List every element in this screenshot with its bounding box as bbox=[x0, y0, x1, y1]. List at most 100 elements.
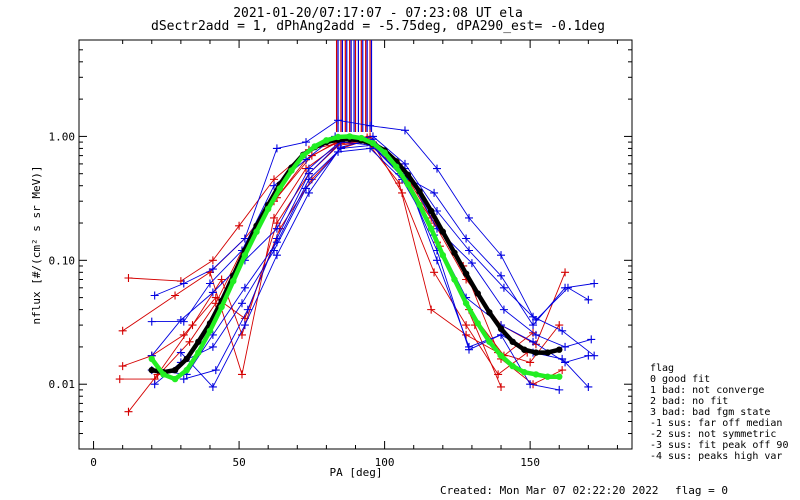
data-point bbox=[272, 224, 281, 233]
data-point bbox=[584, 295, 593, 304]
data-point bbox=[497, 251, 506, 260]
data-point bbox=[531, 330, 540, 339]
legend-entry: -1 sus: far off median bbox=[650, 418, 782, 429]
fit-point bbox=[346, 133, 353, 140]
series-line bbox=[151, 135, 589, 356]
data-point bbox=[124, 273, 133, 282]
fit-point bbox=[521, 346, 528, 353]
data-point bbox=[555, 321, 564, 330]
legend-title: flag bbox=[650, 363, 674, 374]
data-point bbox=[467, 259, 476, 268]
series-line bbox=[151, 135, 595, 326]
data-point bbox=[179, 279, 188, 288]
legend-entry: -4 sus: peaks high var bbox=[650, 451, 782, 462]
data-point bbox=[430, 268, 439, 277]
fit-point bbox=[474, 320, 481, 327]
fit-point bbox=[323, 137, 330, 144]
data-point bbox=[272, 144, 281, 153]
y-tick-label: 0.01 bbox=[49, 378, 76, 391]
data-point bbox=[465, 213, 474, 222]
fit-point bbox=[439, 228, 447, 235]
data-point bbox=[185, 337, 194, 346]
data-point bbox=[211, 293, 220, 302]
fit-point bbox=[393, 163, 400, 170]
fit-point bbox=[427, 225, 435, 232]
chart-title: 2021-01-20/07:17:07 - 07:23:08 UT ela bbox=[233, 6, 523, 21]
fit-point bbox=[171, 375, 179, 383]
fit-point bbox=[183, 366, 190, 374]
data-point bbox=[558, 354, 567, 363]
flag-value: flag = 0 bbox=[675, 484, 728, 497]
data-point bbox=[208, 265, 217, 274]
fit-point bbox=[497, 352, 505, 359]
fit-point bbox=[404, 171, 412, 178]
data-point bbox=[118, 362, 127, 371]
fit-point bbox=[334, 133, 342, 141]
data-point bbox=[304, 169, 313, 178]
fit-point bbox=[160, 371, 167, 378]
data-point bbox=[587, 335, 596, 344]
data-point bbox=[217, 275, 226, 284]
y-tick-label: 1.00 bbox=[49, 130, 76, 143]
legend-entry: -2 sus: not symmetric bbox=[650, 429, 776, 440]
fit-point bbox=[416, 188, 423, 195]
data-point bbox=[208, 256, 217, 265]
data-point bbox=[462, 330, 471, 339]
fit-point bbox=[556, 346, 563, 353]
data-point bbox=[558, 366, 567, 375]
data-point bbox=[208, 288, 217, 297]
data-point bbox=[584, 351, 593, 360]
fit-point bbox=[288, 167, 295, 174]
fit-point bbox=[509, 362, 516, 370]
data-point bbox=[563, 283, 572, 292]
data-point bbox=[208, 342, 217, 351]
data-point bbox=[150, 291, 159, 300]
data-point bbox=[432, 256, 441, 265]
fit-point bbox=[427, 207, 435, 215]
data-point bbox=[237, 299, 246, 308]
data-point bbox=[462, 321, 471, 330]
fit-point bbox=[462, 300, 470, 307]
data-point bbox=[432, 164, 441, 173]
data-point bbox=[115, 375, 124, 384]
legend-entry: 0 good fit bbox=[650, 374, 710, 385]
data-point bbox=[205, 279, 214, 288]
data-point bbox=[526, 380, 535, 389]
fit-point bbox=[358, 134, 365, 142]
data-point bbox=[499, 305, 508, 314]
data-point bbox=[497, 382, 506, 391]
x-tick-label: 100 bbox=[375, 456, 395, 469]
data-point bbox=[237, 370, 246, 379]
fit-point bbox=[381, 149, 388, 156]
data-point bbox=[272, 234, 281, 243]
data-point bbox=[176, 315, 185, 324]
series-line bbox=[122, 138, 528, 376]
data-point bbox=[171, 291, 180, 300]
fit-point bbox=[474, 290, 481, 297]
fit-point bbox=[451, 249, 458, 256]
data-point bbox=[240, 321, 249, 330]
fit-point bbox=[264, 205, 272, 213]
data-point bbox=[555, 385, 564, 394]
data-point bbox=[179, 375, 188, 384]
data-point bbox=[243, 305, 252, 314]
x-tick-label: 50 bbox=[232, 456, 245, 469]
axis-ticks: 0 50 100 150 0.01 0.10 1.00 bbox=[49, 39, 632, 469]
data-point bbox=[430, 188, 439, 197]
data-point bbox=[208, 382, 217, 391]
data-point bbox=[494, 370, 503, 379]
data-point bbox=[334, 116, 343, 125]
data-point bbox=[561, 342, 570, 351]
fit-point bbox=[253, 228, 260, 235]
fit-point bbox=[299, 152, 307, 159]
data-point bbox=[590, 279, 599, 288]
data-point bbox=[427, 305, 436, 314]
data-point bbox=[272, 251, 281, 260]
fit-point bbox=[195, 349, 202, 356]
series-red-0 bbox=[124, 136, 570, 349]
x-axis-label: PA [deg] bbox=[330, 466, 383, 479]
fit-point bbox=[311, 143, 318, 150]
fit-point bbox=[148, 366, 155, 374]
data-point bbox=[307, 151, 316, 160]
